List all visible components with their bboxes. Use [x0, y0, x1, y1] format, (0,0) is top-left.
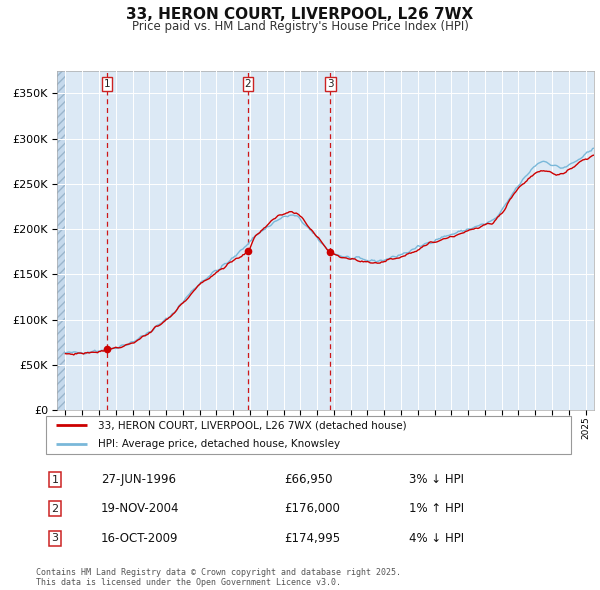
Text: 3: 3 — [52, 533, 58, 543]
Text: 33, HERON COURT, LIVERPOOL, L26 7WX: 33, HERON COURT, LIVERPOOL, L26 7WX — [127, 7, 473, 22]
Text: Price paid vs. HM Land Registry's House Price Index (HPI): Price paid vs. HM Land Registry's House … — [131, 20, 469, 33]
Text: 27-JUN-1996: 27-JUN-1996 — [101, 473, 176, 486]
Text: £174,995: £174,995 — [284, 532, 341, 545]
Text: HPI: Average price, detached house, Knowsley: HPI: Average price, detached house, Know… — [98, 440, 340, 450]
Text: 33, HERON COURT, LIVERPOOL, L26 7WX (detached house): 33, HERON COURT, LIVERPOOL, L26 7WX (det… — [98, 420, 406, 430]
Text: 4% ↓ HPI: 4% ↓ HPI — [409, 532, 464, 545]
Text: 19-NOV-2004: 19-NOV-2004 — [101, 502, 179, 516]
Text: £66,950: £66,950 — [284, 473, 333, 486]
Text: 3% ↓ HPI: 3% ↓ HPI — [409, 473, 464, 486]
Bar — [57, 71, 65, 410]
Text: 1: 1 — [52, 475, 58, 484]
Text: 2: 2 — [245, 79, 251, 89]
Text: 3: 3 — [327, 79, 334, 89]
Text: Contains HM Land Registry data © Crown copyright and database right 2025.
This d: Contains HM Land Registry data © Crown c… — [36, 568, 401, 587]
Text: 1: 1 — [104, 79, 110, 89]
Text: 2: 2 — [52, 504, 58, 514]
Text: 1% ↑ HPI: 1% ↑ HPI — [409, 502, 464, 516]
FancyBboxPatch shape — [46, 416, 571, 454]
Text: 16-OCT-2009: 16-OCT-2009 — [101, 532, 178, 545]
Text: £176,000: £176,000 — [284, 502, 340, 516]
